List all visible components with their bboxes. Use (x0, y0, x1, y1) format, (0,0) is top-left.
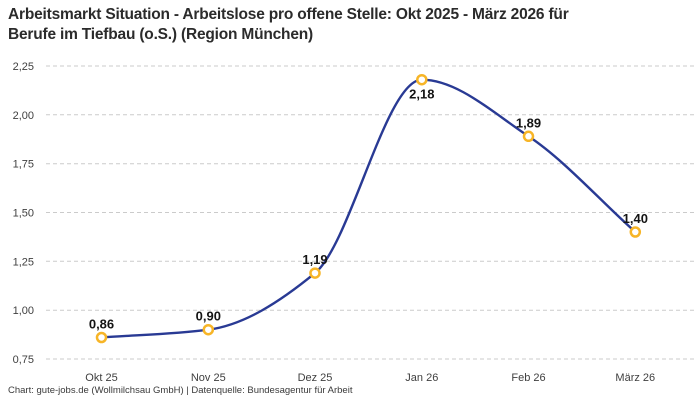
y-tick-label: 1,75 (13, 159, 34, 171)
x-tick-label: Jan 26 (405, 372, 438, 384)
x-tick-label: Feb 26 (511, 372, 545, 384)
data-point-label: 1,40 (623, 211, 648, 226)
y-tick-label: 0,75 (13, 354, 34, 366)
y-tick-label: 1,25 (13, 256, 34, 268)
data-point-marker (95, 331, 108, 344)
y-tick-label: 1,50 (13, 208, 34, 220)
x-tick-label: Dez 25 (298, 372, 333, 384)
x-tick-label: Okt 25 (85, 372, 117, 384)
data-point-label: 2,18 (409, 87, 434, 102)
chart-footer: Chart: gute-jobs.de (Wollmilchsau GmbH) … (8, 385, 353, 396)
data-point-label: 0,86 (89, 317, 114, 332)
y-tick-label: 2,25 (13, 61, 34, 73)
data-point-marker (416, 73, 428, 86)
data-point-label: 0,90 (196, 309, 221, 324)
data-point-marker (629, 226, 642, 238)
chart-title-line-1: Arbeitsmarkt Situation - Arbeitslose pro… (8, 6, 569, 23)
chart-title: Arbeitsmarkt Situation - Arbeitslose pro… (8, 5, 694, 45)
data-point-marker (309, 267, 321, 279)
data-point-label: 1,89 (516, 115, 541, 130)
y-tick-label: 2,00 (13, 110, 34, 122)
y-tick-label: 1,00 (13, 305, 34, 317)
data-point-marker (522, 130, 535, 143)
data-point-label: 1,19 (302, 252, 327, 267)
line-path (100, 78, 637, 339)
chart-title-line-2: Berufe im Tiefbau (o.S.) (Region München… (8, 26, 313, 43)
x-tick-label: Nov 25 (191, 372, 226, 384)
x-tick-label: März 26 (615, 372, 655, 384)
data-point-marker (202, 323, 215, 336)
